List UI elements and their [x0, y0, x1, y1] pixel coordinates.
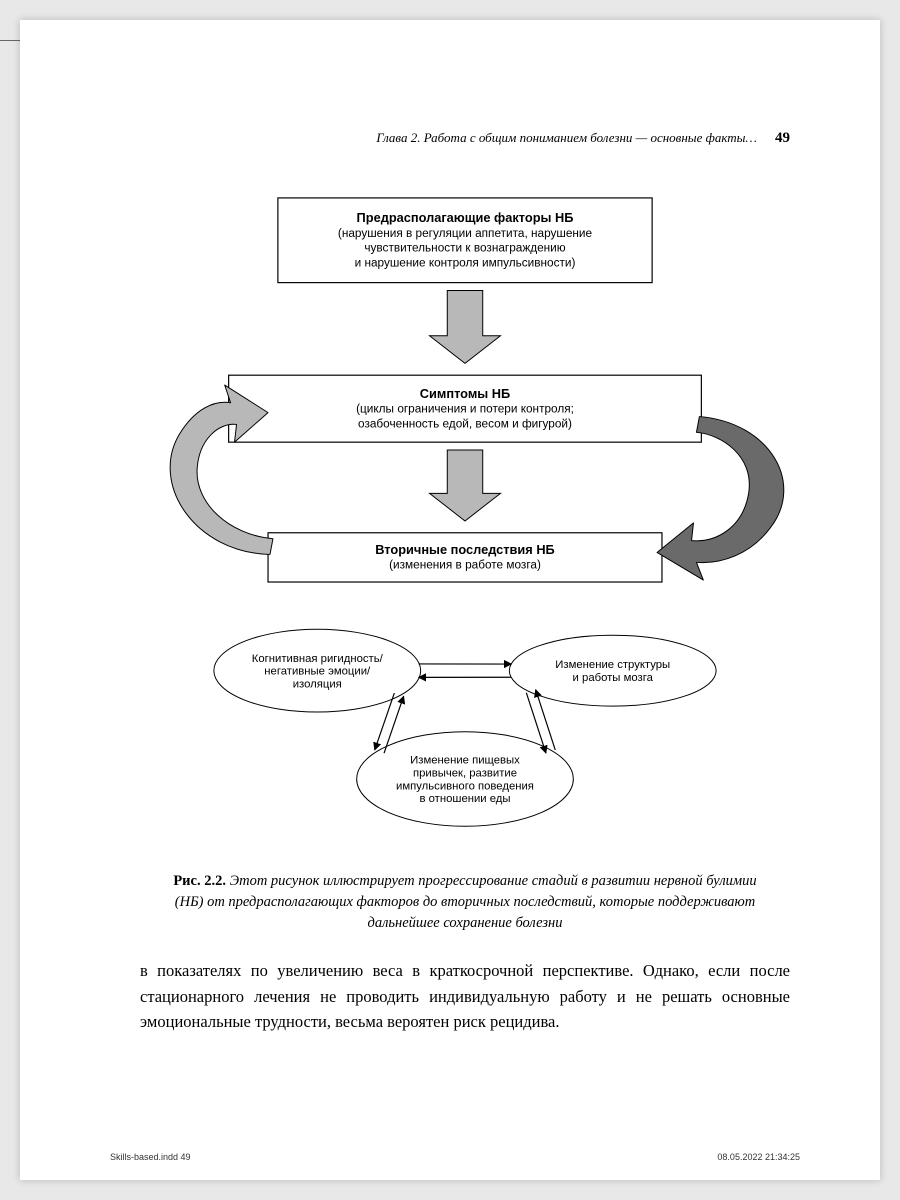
svg-text:(изменения в работе мозга): (изменения в работе мозга)	[389, 558, 541, 572]
svg-text:озабоченность едой, весом и фи: озабоченность едой, весом и фигурой)	[358, 416, 572, 430]
svg-text:Вторичные последствия НБ: Вторичные последствия НБ	[375, 542, 555, 557]
svg-text:негативные эмоции/: негативные эмоции/	[264, 666, 371, 678]
page: Глава 2. Работа с общим пониманием болез…	[20, 20, 880, 1180]
svg-text:Симптомы НБ: Симптомы НБ	[420, 386, 510, 401]
svg-text:импульсивного поведения: импульсивного поведения	[396, 780, 534, 792]
svg-text:в отношении еды: в отношении еды	[419, 793, 510, 805]
caption-lead: Рис. 2.2.	[173, 873, 226, 889]
svg-text:изоляция: изоляция	[293, 678, 342, 690]
svg-text:Изменение пищевых: Изменение пищевых	[410, 755, 520, 767]
footer-timestamp: 08.05.2022 21:34:25	[717, 1152, 800, 1162]
svg-text:привычек, развитие: привычек, развитие	[413, 768, 517, 780]
caption-text: Этот рисунок иллюстрирует прогрессирован…	[175, 873, 757, 931]
svg-text:Предрасполагающие факторы НБ: Предрасполагающие факторы НБ	[357, 210, 574, 225]
chapter-title: Глава 2. Работа с общим пониманием болез…	[376, 130, 757, 146]
page-number: 49	[775, 130, 790, 147]
print-footer: Skills-based.indd 49 08.05.2022 21:34:25	[110, 1152, 800, 1162]
svg-text:и нарушение контроля импульсив: и нарушение контроля импульсивности)	[355, 255, 576, 269]
footer-file: Skills-based.indd 49	[110, 1152, 191, 1162]
body-paragraph: в показателях по увеличению веса в кратк…	[140, 958, 790, 1035]
svg-text:и работы мозга: и работы мозга	[573, 672, 654, 684]
flowchart-diagram: Предрасполагающие факторы НБ(нарушения в…	[140, 173, 790, 863]
svg-text:(нарушения в регуляции аппетит: (нарушения в регуляции аппетита, нарушен…	[338, 226, 593, 240]
svg-text:Когнитивная ригидность/: Когнитивная ригидность/	[252, 653, 384, 665]
svg-text:(циклы ограничения и потери ко: (циклы ограничения и потери контроля;	[356, 402, 574, 416]
svg-text:Изменение структуры: Изменение структуры	[555, 659, 670, 671]
svg-text:чувствительности к вознагражде: чувствительности к вознаграждению	[364, 241, 565, 255]
figure-caption: Рис. 2.2. Этот рисунок иллюстрирует прог…	[160, 871, 770, 934]
running-head: Глава 2. Работа с общим пониманием болез…	[140, 130, 790, 147]
